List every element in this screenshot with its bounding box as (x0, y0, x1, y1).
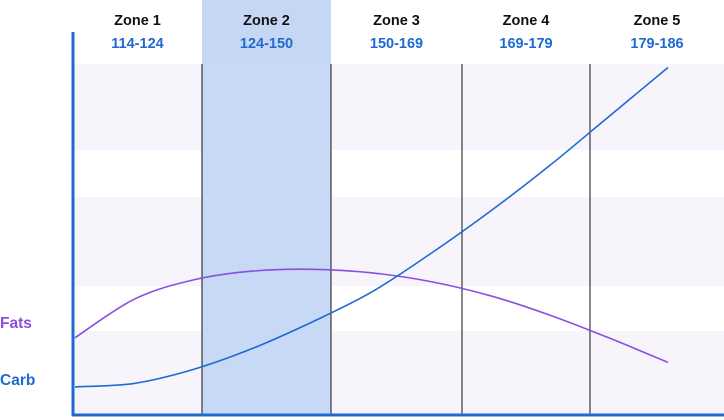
highlighted-zone-column (202, 64, 331, 415)
zone-range-label: 179-186 (630, 36, 683, 52)
zone-name-label: Zone 1 (114, 13, 161, 29)
zone-dividers (201, 64, 591, 415)
fats-series-label: Fats (0, 315, 32, 332)
background-band (73, 331, 724, 415)
background-band (73, 64, 724, 150)
zone-headers: Zone 1 114-124 Zone 2 124-150 Zone 3 150-169 Z… (111, 13, 683, 52)
carb-series-label: Carb (0, 372, 35, 389)
zone-name-label: Zone 2 (243, 13, 290, 29)
highlighted-zone-header (202, 0, 331, 64)
background-bands (73, 64, 724, 415)
fats-series-line (74, 268, 669, 364)
zone-name-label: Zone 4 (503, 13, 550, 29)
carb-series-line (74, 66, 669, 388)
zone-range-label: 169-179 (499, 36, 552, 52)
zone-range-label: 150-169 (370, 36, 423, 52)
zone-name-label: Zone 5 (634, 13, 681, 29)
series-labels: Fats Carb (0, 315, 35, 389)
background-band (73, 197, 724, 286)
zone-range-label: 124-150 (240, 36, 293, 52)
series-lines (74, 66, 669, 388)
zone-name-label: Zone 3 (373, 13, 420, 29)
zone-range-label: 114-124 (111, 36, 163, 52)
